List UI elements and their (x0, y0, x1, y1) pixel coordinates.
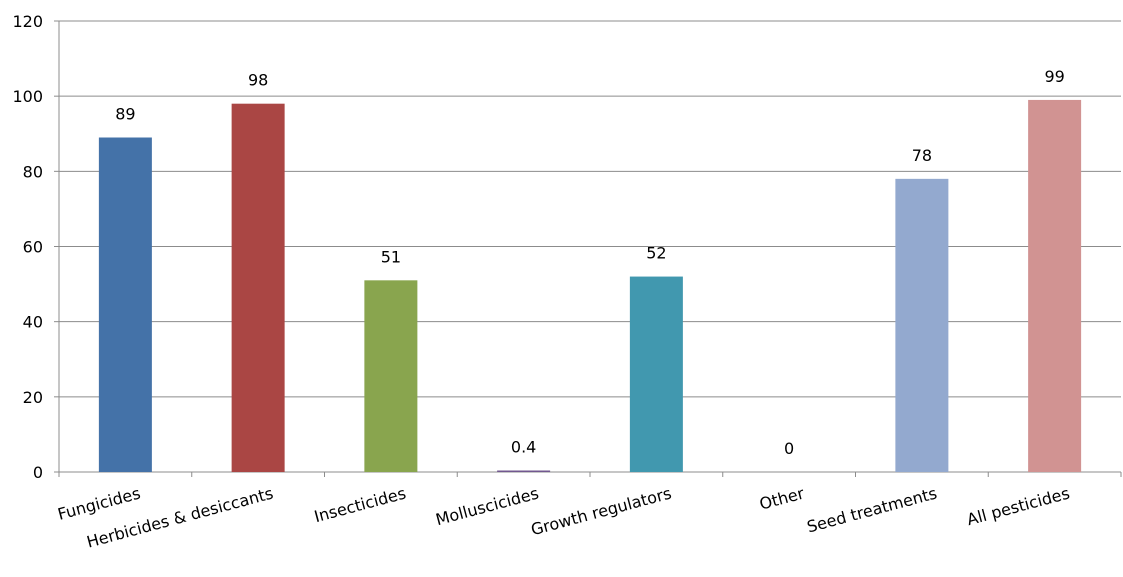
x-tick-label: Other (757, 483, 806, 513)
data-label: 99 (1044, 67, 1064, 86)
y-tick-label: 20 (23, 388, 43, 407)
bars (98, 99, 1082, 473)
data-label: 0 (784, 439, 794, 458)
y-tick-label: 0 (33, 463, 43, 482)
gridlines (54, 20, 1122, 477)
x-tick-label: Growth regulators (529, 484, 674, 540)
data-label: 89 (115, 105, 135, 124)
bar (98, 137, 152, 472)
bar (497, 470, 551, 472)
bar (895, 178, 949, 472)
y-tick-label: 120 (12, 12, 43, 31)
y-tick-label: 100 (12, 87, 43, 106)
data-label: 78 (912, 146, 932, 165)
x-tick-label: Seed treatments (805, 484, 939, 537)
x-tick-label: Molluscicides (434, 484, 541, 530)
x-tick-label: Insecticides (312, 484, 408, 527)
data-label: 51 (381, 247, 401, 266)
data-label: 98 (248, 71, 268, 90)
x-tick-label: Fungicides (56, 484, 143, 524)
y-axis-ticks: 0 20 40 60 80 100 120 (12, 12, 43, 482)
x-tick-label: All pesticides (965, 484, 1072, 530)
y-tick-label: 60 (23, 238, 43, 257)
y-tick-label: 40 (23, 313, 43, 332)
data-labels: 89 98 51 0.4 52 0 78 99 (115, 67, 1065, 458)
bar (629, 276, 683, 472)
bar (1028, 99, 1082, 473)
bar (364, 280, 418, 472)
y-tick-label: 80 (23, 162, 43, 181)
data-label: 0.4 (511, 437, 536, 456)
data-label: 52 (646, 244, 666, 263)
bar (231, 103, 285, 472)
